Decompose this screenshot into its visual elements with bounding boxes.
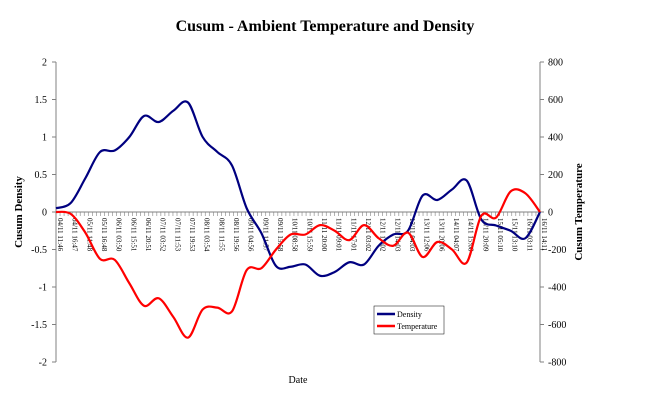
x-tick-label: 07/11 19:53 [188,218,196,252]
x-tick-label: 07/11 11:53 [173,218,181,252]
right-tick-label: -200 [548,245,566,256]
right-tick-label: 200 [548,170,563,181]
x-tick-label: 14/11 15:08 [467,218,475,252]
right-tick-label: 0 [548,208,553,219]
legend: Density Temperature [373,305,445,335]
left-tick-label: -0.5 [31,245,47,256]
x-tick-label: 13/11 12:06 [423,218,431,252]
x-tick-label: 16/11 14:11 [540,218,548,252]
x-tick-label: 14/11 04:07 [452,218,460,252]
series-layer [55,100,541,339]
y-axis-right-label: Cusum Temperature [573,163,585,260]
x-tick-label: 11/11 17:01 [349,218,357,252]
x-tick-label: 09/11 15:58 [276,218,284,252]
series-line-temperature [55,188,541,339]
right-tick-label: 400 [548,133,563,144]
legend-label-temperature: Temperature [397,322,438,331]
left-tick-label: 1.5 [35,95,48,106]
x-tick-label: 06/11 15:51 [129,218,137,252]
x-tick-label: 08/11 11:55 [217,218,225,252]
right-tick-label: -800 [548,358,566,369]
x-tick-label: 12/11 03:02 [364,218,372,252]
y-axis-left-label: Cusum Density [13,176,25,248]
x-tick-label: 10/11 15:59 [305,218,313,252]
x-axis-label: Date [289,375,308,386]
left-tick-label: -2 [39,358,47,369]
left-tick-label: 0.5 [35,170,48,181]
x-tick-label: 07/11 03:52 [159,218,167,252]
x-tick-label: 12/11 17:02 [379,218,387,252]
legend-box [373,305,445,335]
left-axis: 2 1.5 1 0.5 0 -0.5 -1 -1.5 -2 [31,58,57,369]
x-tick-label: 15/11 05:10 [496,218,504,252]
x-tick-label: 13/11 20:06 [437,218,445,252]
x-tick-label: 09/11 04:56 [247,218,255,252]
left-tick-label: 1 [42,133,47,144]
right-tick-label: 800 [548,58,563,69]
x-tick-label: 12/11 14:03 [393,218,401,252]
x-tick-label: 06/11 20:51 [144,218,152,252]
right-tick-label: -400 [548,283,566,294]
right-tick-label: 600 [548,95,563,106]
chart-title: Cusum - Ambient Temperature and Density [176,18,475,35]
left-tick-label: 0 [42,208,47,219]
right-axis: 800 600 400 200 0 -200 -400 -600 -800 [539,58,566,369]
x-tick-label: 05/11 11:48 [85,218,93,252]
left-tick-label: -1 [39,283,47,294]
x-tick-label: 06/11 03:50 [115,218,123,252]
x-tick-label: 14/11 20:09 [481,218,489,252]
x-tick-label: 04/11 11:46 [56,218,64,252]
x-tick-label: 08/11 03:54 [203,218,211,252]
left-tick-label: -1.5 [31,320,47,331]
x-tick-label: 09/11 11:57 [261,218,269,252]
x-tick-label: 04/11 16:47 [71,218,79,252]
x-axis: 04/11 11:46 04/11 16:47 05/11 11:48 05/11 1… [55,211,548,252]
x-tick-label: 13/11 04:03 [408,218,416,252]
left-tick-label: 2 [42,58,47,69]
series-line-density [55,100,541,278]
x-tick-label: 10/11 08:58 [291,218,299,252]
legend-label-density: Density [397,310,422,319]
x-tick-label: 05/11 16:48 [100,218,108,252]
right-tick-label: -600 [548,320,566,331]
x-tick-label: 11/11 20:00 [320,218,328,252]
x-tick-label: 08/11 19:56 [232,218,240,252]
